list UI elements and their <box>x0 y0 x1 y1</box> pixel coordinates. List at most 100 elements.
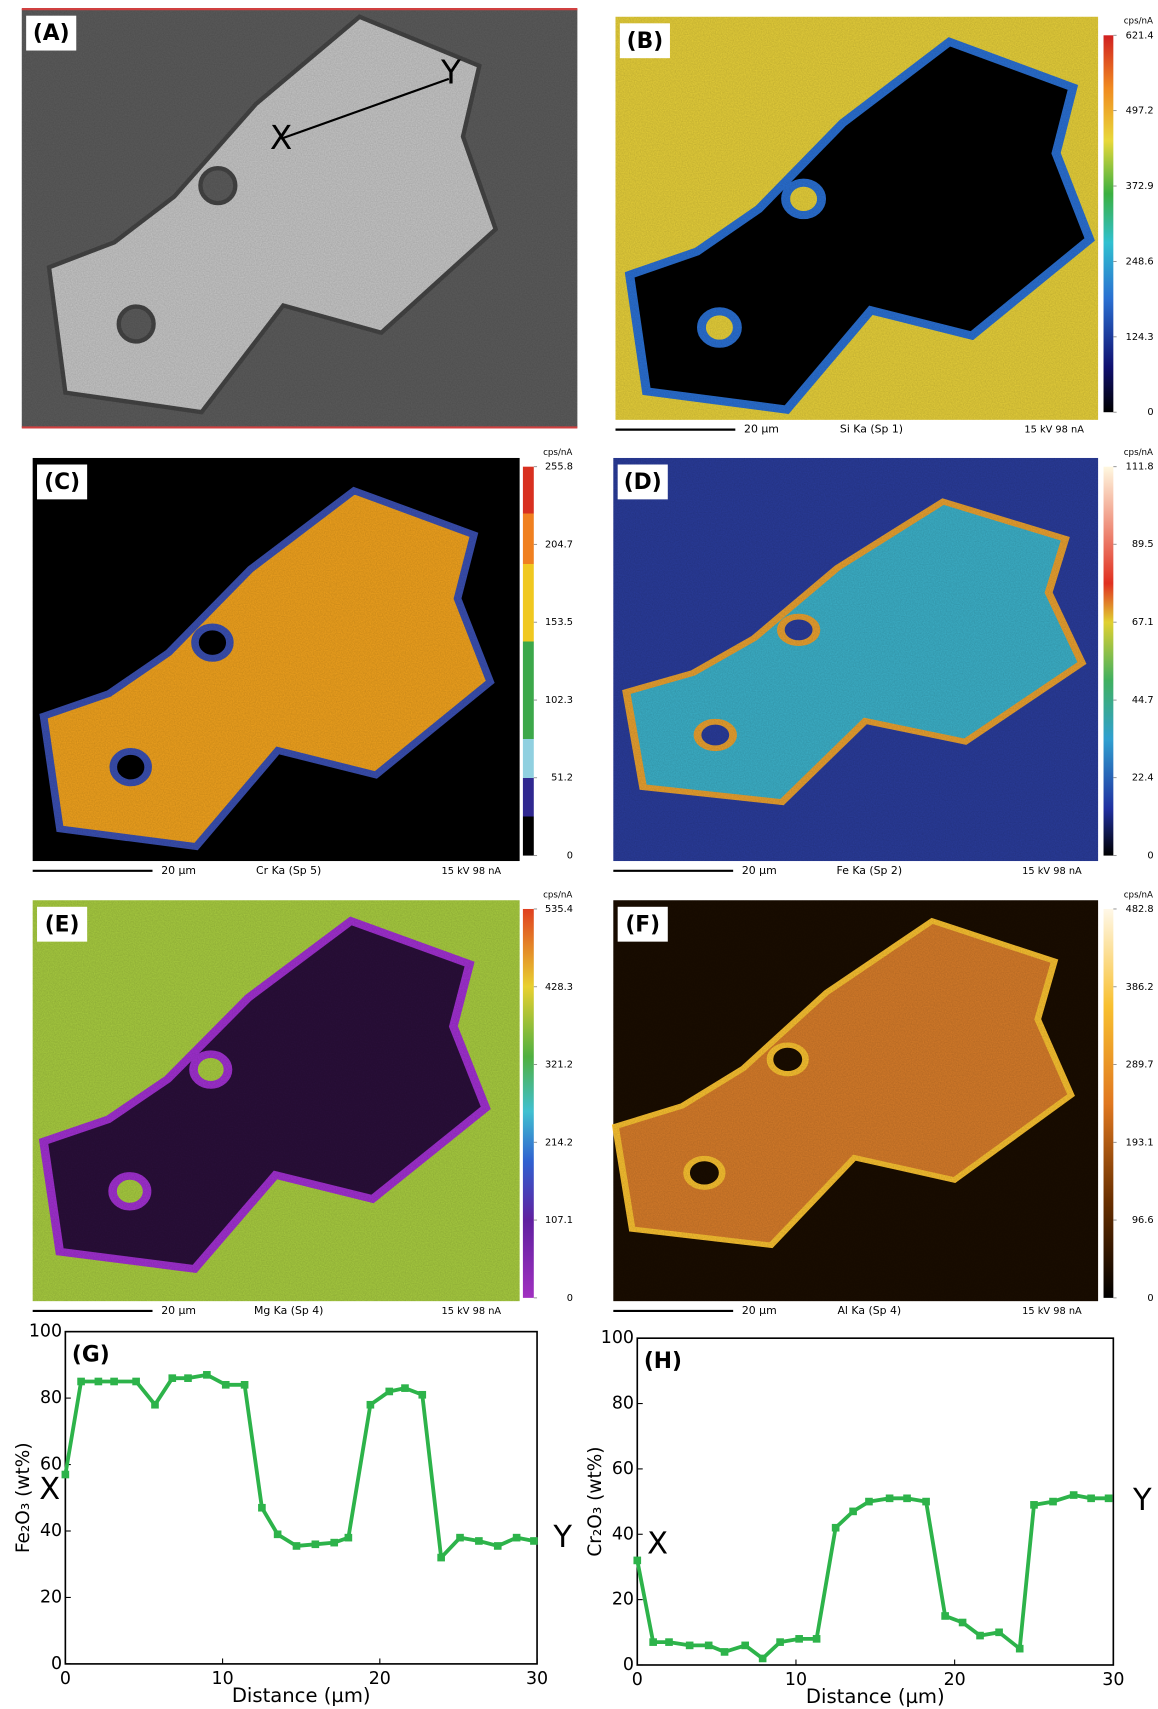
profile-point <box>865 1498 873 1506</box>
colorbar-tick-label: 621.4 <box>1126 30 1154 41</box>
scale-label: 20 µm <box>161 864 196 877</box>
colorbar-tick-label: 96.6 <box>1132 1215 1154 1226</box>
profile-point <box>849 1508 857 1516</box>
page: (A)XY(B)cps/nA0124.3248.6372.9497.2621.4… <box>0 0 1158 1709</box>
profile-point <box>776 1638 784 1646</box>
profile-point <box>1070 1491 1078 1499</box>
profile-point <box>110 1378 118 1386</box>
colorbar-unit: cps/nA <box>1124 17 1153 27</box>
element-label: Cr Ka (Sp 5) <box>256 864 321 877</box>
colorbar-tick-label: 0 <box>567 851 573 862</box>
y-tick-label: 60 <box>612 1459 634 1479</box>
x-tick-label: 30 <box>1102 1670 1124 1690</box>
colorbar-tick-label: 428.3 <box>545 982 573 993</box>
colorbar-tick-label: 214.2 <box>545 1137 573 1148</box>
colorbar-tick-label: 67.1 <box>1132 617 1154 628</box>
colorbar-tick-label: 51.2 <box>551 773 573 784</box>
profile-point <box>494 1542 502 1550</box>
panel-label: (E) <box>45 912 80 937</box>
element-label: Si Ka (Sp 1) <box>840 423 903 436</box>
profile-point <box>293 1542 301 1550</box>
profile-point <box>456 1534 464 1542</box>
conditions-label: 15 kV 98 nA <box>442 866 502 877</box>
x-tick-label: 30 <box>526 1669 548 1689</box>
colorbar-tick-label: 102.3 <box>545 695 573 706</box>
x-tick-label: 10 <box>785 1670 807 1690</box>
profile-point <box>367 1401 375 1409</box>
colorbar <box>523 467 534 856</box>
profile-point <box>813 1635 821 1643</box>
colorbar-tick-label: 248.6 <box>1126 256 1154 267</box>
panel-label: (H) <box>644 1349 682 1374</box>
colorbar-tick-label: 204.7 <box>545 539 573 550</box>
profile-point <box>418 1391 426 1399</box>
colorbar-tick-label: 535.4 <box>545 904 573 915</box>
profile-point <box>401 1384 409 1392</box>
profile-point <box>151 1401 159 1409</box>
conditions-label: 15 kV 98 nA <box>1024 425 1084 436</box>
profile-point <box>1087 1495 1095 1503</box>
profile-point <box>686 1642 694 1650</box>
x-axis-label: Distance (µm) <box>232 1684 371 1707</box>
scale-label: 20 µm <box>742 1304 777 1317</box>
colorbar-tick-label: 111.8 <box>1126 462 1154 473</box>
colorbar-tick-label: 0 <box>567 1293 573 1304</box>
profile-point <box>513 1534 521 1542</box>
element-label: Fe Ka (Sp 2) <box>837 864 903 877</box>
profile-point <box>475 1537 483 1545</box>
profile-start: X <box>39 1472 60 1507</box>
panel-label: (B) <box>627 29 664 54</box>
profile-point <box>832 1524 840 1532</box>
y-tick-label: 20 <box>612 1590 634 1610</box>
panel-label: (A) <box>33 21 70 46</box>
profile-point <box>705 1642 713 1650</box>
profile-point <box>1030 1501 1038 1509</box>
profile-point <box>741 1642 749 1650</box>
grain-texture <box>33 458 520 861</box>
colorbar-tick-label: 386.2 <box>1126 982 1154 993</box>
y-tick-label: 100 <box>601 1328 634 1348</box>
colorbar-tick-label: 124.3 <box>1126 332 1154 343</box>
conditions-label: 15 kV 98 nA <box>442 1306 502 1317</box>
profile-point <box>1049 1498 1057 1506</box>
profile-start: X <box>647 1527 668 1562</box>
colorbar-unit: cps/nA <box>1124 448 1153 458</box>
colorbar-tick-label: 0 <box>1147 1293 1153 1304</box>
profile-point <box>258 1504 266 1512</box>
profile-point <box>1016 1645 1024 1653</box>
element-label: Al Ka (Sp 4) <box>837 1304 901 1317</box>
conditions-label: 15 kV 98 nA <box>1022 866 1082 877</box>
x-tick-label: 0 <box>632 1670 643 1690</box>
x-tick-label: 20 <box>369 1669 391 1689</box>
profile-point <box>203 1371 211 1379</box>
colorbar-tick-label: 0 <box>1147 407 1153 418</box>
colorbar <box>523 909 534 1298</box>
x-axis-label: Distance (µm) <box>806 1685 945 1708</box>
x-tick-label: 10 <box>212 1669 234 1689</box>
colorbar-tick-label: 153.5 <box>545 617 573 628</box>
y-tick-label: 80 <box>40 1388 62 1408</box>
colorbar-tick-label: 0 <box>1147 851 1153 862</box>
profile-point <box>62 1471 70 1479</box>
grain-texture <box>33 900 520 1301</box>
y-tick-label: 40 <box>612 1524 634 1544</box>
profile-point <box>995 1628 1003 1636</box>
colorbar-unit: cps/nA <box>543 448 572 458</box>
profile-point <box>345 1534 353 1542</box>
colorbar-unit: cps/nA <box>543 890 572 900</box>
figure: (A)XY(B)cps/nA0124.3248.6372.9497.2621.4… <box>0 0 1158 1709</box>
profile-point <box>886 1495 894 1503</box>
profile-point <box>222 1381 230 1389</box>
panel-label: (F) <box>625 912 660 937</box>
profile-start: X <box>270 119 292 157</box>
profile-point <box>385 1388 393 1396</box>
profile-point <box>274 1531 282 1539</box>
profile-point <box>721 1648 729 1656</box>
profile-point <box>168 1374 176 1382</box>
scale-label: 20 µm <box>161 1304 196 1317</box>
profile-point <box>184 1374 192 1382</box>
x-tick-label: 0 <box>60 1669 71 1689</box>
conditions-label: 15 kV 98 nA <box>1022 1306 1082 1317</box>
profile-point <box>665 1638 673 1646</box>
colorbar <box>1104 467 1114 856</box>
